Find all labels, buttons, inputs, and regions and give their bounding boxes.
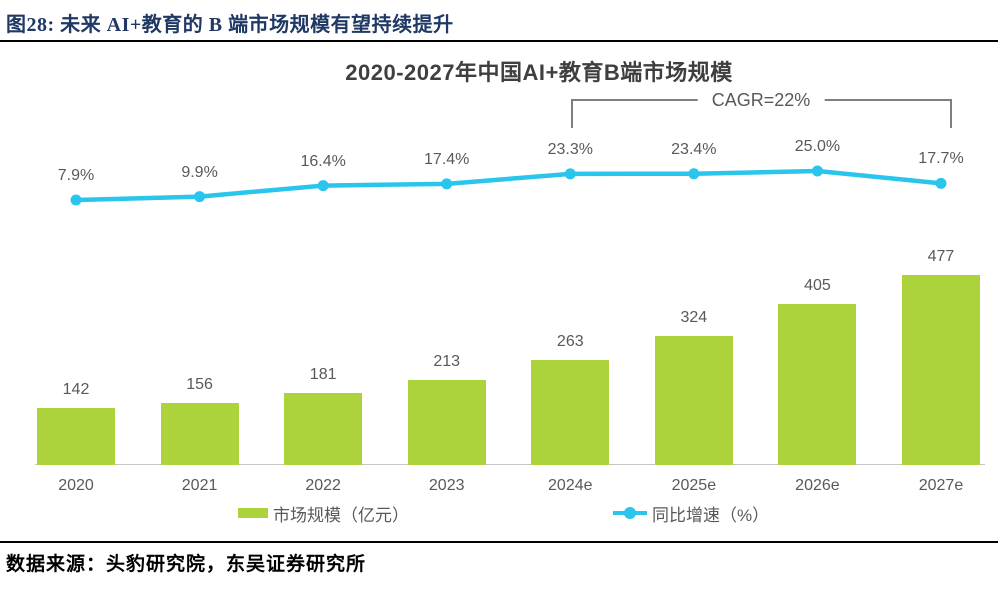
cagr-bracket-tick-right xyxy=(950,99,952,128)
bar xyxy=(654,335,733,465)
x-axis-baseline xyxy=(35,464,985,465)
growth-line-marker xyxy=(194,191,206,203)
line-value-label: 17.7% xyxy=(918,150,964,168)
x-axis-tick-label: 2027e xyxy=(918,477,964,494)
bar-value-label: 477 xyxy=(927,248,955,265)
legend-label-market-size: 市场规模（亿元） xyxy=(273,505,409,525)
growth-line-marker xyxy=(317,180,329,192)
bar xyxy=(407,380,486,465)
line-value-label: 23.4% xyxy=(671,140,717,158)
legend-item-growth-rate: 同比增速（%） xyxy=(613,502,770,525)
line-value-label: 23.3% xyxy=(547,140,593,158)
header-rule xyxy=(0,40,998,42)
bar xyxy=(901,275,980,465)
bar-value-label: 181 xyxy=(309,365,337,383)
line-value-label: 9.9% xyxy=(181,163,218,181)
source-rule xyxy=(0,541,998,543)
growth-line-marker xyxy=(935,177,947,189)
bar xyxy=(37,408,115,465)
bar-value-label: 405 xyxy=(804,276,831,294)
x-axis-tick-label: 2024e xyxy=(548,477,593,494)
bar-value-label: 324 xyxy=(680,308,708,326)
bar-value-label: 263 xyxy=(556,333,584,351)
cagr-bracket-tick-left xyxy=(571,99,573,128)
growth-line-marker xyxy=(811,165,823,177)
figure-header: 图28: 未来 AI+教育的 B 端市场规模有望持续提升 xyxy=(6,14,454,36)
line-series-marker-icon xyxy=(624,507,636,519)
x-axis-tick-label: 2025e xyxy=(671,477,717,494)
x-axis-tick-label: 2023 xyxy=(428,477,465,494)
line-value-label: 16.4% xyxy=(300,152,346,170)
x-axis-tick-label: 2026e xyxy=(795,477,840,494)
bar xyxy=(531,360,610,465)
chart-title: 2020-2027年中国AI+教育B端市场规模 xyxy=(345,60,733,85)
x-axis-tick-label: 2021 xyxy=(181,477,218,494)
bar xyxy=(160,402,239,465)
line-value-label: 7.9% xyxy=(57,167,95,184)
cagr-annotation: CAGR=22% xyxy=(697,90,825,111)
bar-value-label: 213 xyxy=(433,353,461,371)
line-value-label: 17.4% xyxy=(424,150,470,168)
growth-line-marker xyxy=(441,178,453,190)
legend-item-market-size: 市场规模（亿元） xyxy=(238,502,409,525)
growth-line-marker xyxy=(564,168,576,180)
bar xyxy=(778,303,857,465)
line-series-swatch-icon xyxy=(613,507,647,519)
x-axis-tick-label: 2022 xyxy=(305,477,341,494)
bar-series-swatch-icon xyxy=(238,508,268,518)
data-source: 数据来源：头豹研究院，东吴证券研究所 xyxy=(6,554,367,575)
bar-value-label: 142 xyxy=(62,381,90,399)
bar xyxy=(284,392,363,465)
growth-line-marker xyxy=(70,194,82,206)
legend-label-growth-rate: 同比增速（%） xyxy=(652,505,770,525)
growth-line-marker xyxy=(688,168,700,180)
x-axis-tick-label: 2020 xyxy=(58,477,94,494)
bar-value-label: 156 xyxy=(186,375,213,393)
line-value-label: 25.0% xyxy=(794,138,841,155)
